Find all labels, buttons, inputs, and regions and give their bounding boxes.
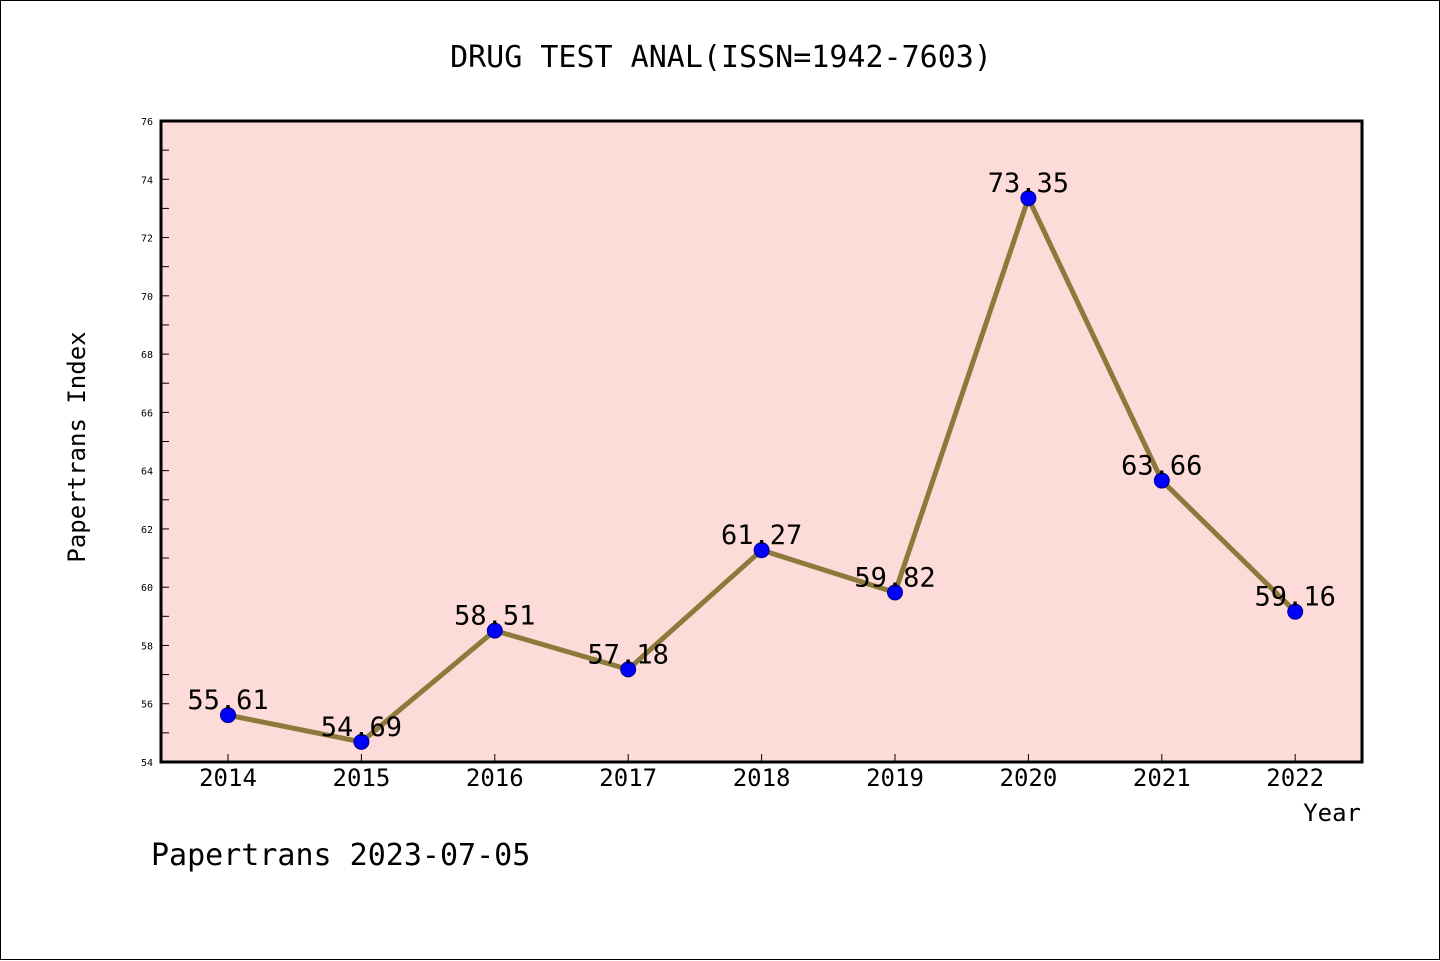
data-label: 58.51: [454, 601, 535, 632]
data-point: [753, 542, 770, 559]
data-point: [887, 584, 903, 601]
data-point: [1287, 603, 1304, 620]
data-point: [220, 707, 236, 724]
data-label: 57.18: [588, 639, 669, 670]
data-point: [1153, 472, 1170, 489]
plot-border: [159, 119, 1364, 764]
y-tick-label: 58: [141, 641, 153, 652]
data-point: [353, 733, 370, 750]
data-label: 59.82: [854, 562, 935, 593]
y-tick-label: 62: [141, 525, 153, 536]
y-tick-label: 68: [141, 350, 153, 361]
data-label: 59.16: [1255, 582, 1336, 613]
data-label: 55.61: [187, 685, 268, 716]
data-label: 73.35: [988, 168, 1069, 199]
x-tick-label: 2016: [466, 764, 524, 792]
y-tick-label: 76: [141, 117, 153, 128]
y-axis: 54 56 58 60 62 64 66 68 70 72 74 76: [141, 117, 169, 769]
y-tick-label: 70: [141, 292, 153, 303]
x-tick-label: 2022: [1266, 764, 1324, 792]
data-point: [1020, 190, 1037, 207]
data-label: 61.27: [721, 520, 802, 551]
y-tick-label: 56: [141, 700, 153, 711]
y-tick-label: 54: [141, 758, 153, 769]
data-points: [220, 190, 1304, 750]
y-tick-label: 64: [141, 467, 153, 478]
x-tick-label: 2015: [333, 764, 391, 792]
x-axis-title: Year: [1303, 799, 1361, 827]
data-label: 54.69: [321, 712, 402, 743]
x-tick-label: 2019: [866, 764, 924, 792]
y-axis-title: Papertrans Index: [63, 331, 91, 562]
y-tick-label: 74: [141, 175, 153, 186]
y-tick-label: 72: [141, 234, 153, 245]
data-point: [620, 661, 637, 678]
x-tick-label: 2018: [733, 764, 791, 792]
data-label: 63.66: [1121, 451, 1202, 482]
data-point: [486, 622, 503, 639]
x-axis: 2014 2015 2016 2017 2018 2019 2020 2021 2022: [199, 754, 1324, 792]
footer-text: Papertrans 2023-07-05: [151, 838, 530, 873]
data-labels: 55.61 54.69 58.51 57.18 61.27 59.82 73.35 63.66…: [187, 168, 1335, 743]
x-tick-label: 2017: [599, 764, 657, 792]
chart-title: DRUG TEST ANAL(ISSN=1942-7603): [450, 40, 992, 75]
plot-area: [161, 121, 1362, 762]
x-tick-label: 2014: [199, 764, 257, 792]
y-tick-label: 66: [141, 408, 153, 419]
x-tick-label: 2020: [1000, 764, 1058, 792]
x-tick-label: 2021: [1133, 764, 1191, 792]
y-tick-label: 60: [141, 583, 153, 594]
